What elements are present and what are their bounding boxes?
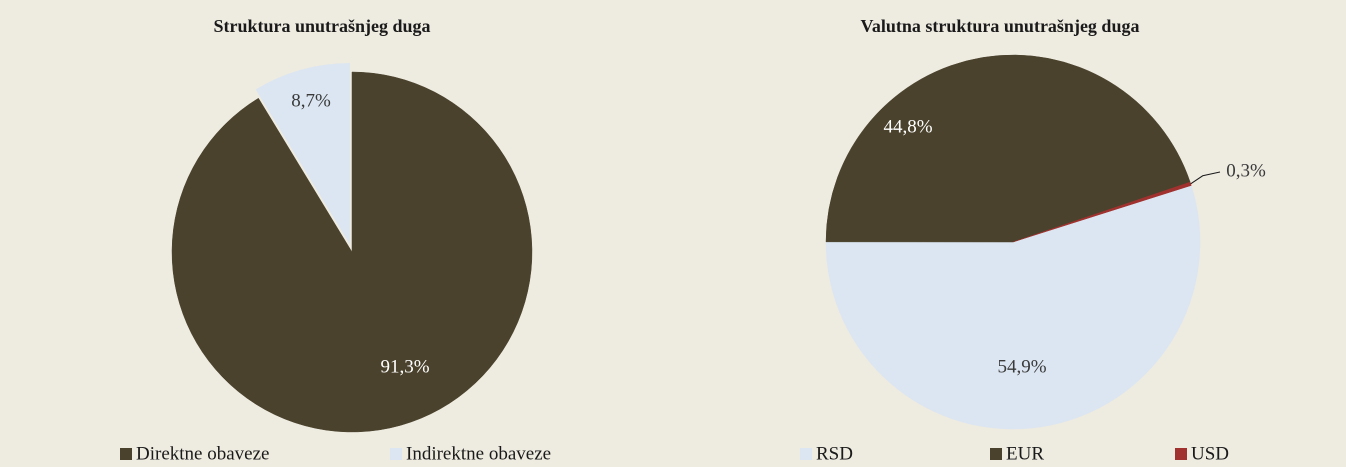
legend-swatch bbox=[1175, 448, 1187, 460]
pie-slice bbox=[171, 71, 533, 433]
data-label: 54,9% bbox=[997, 356, 1046, 377]
data-label: 44,8% bbox=[883, 116, 932, 137]
legend-label: EUR bbox=[1006, 443, 1044, 464]
pie-slice bbox=[825, 185, 1201, 430]
legend-swatch bbox=[120, 448, 132, 460]
data-label: 8,7% bbox=[291, 90, 331, 111]
pie-slice bbox=[825, 54, 1191, 243]
legend-label: Indirektne obaveze bbox=[406, 443, 551, 464]
chart-title: Valutna struktura unutrašnjeg duga bbox=[861, 16, 1140, 36]
legend-swatch bbox=[990, 448, 1002, 460]
legend-swatch bbox=[390, 448, 402, 460]
legend-label: RSD bbox=[816, 443, 853, 464]
chart-title: Struktura unutrašnjeg duga bbox=[213, 16, 430, 36]
legend-swatch bbox=[800, 448, 812, 460]
leader-line bbox=[1190, 171, 1221, 185]
data-label: 91,3% bbox=[380, 356, 429, 377]
legend-label: USD bbox=[1191, 443, 1229, 464]
pie-slice bbox=[255, 63, 350, 245]
data-label: 0,3% bbox=[1226, 160, 1266, 181]
legend-label: Direktne obaveze bbox=[136, 443, 269, 464]
